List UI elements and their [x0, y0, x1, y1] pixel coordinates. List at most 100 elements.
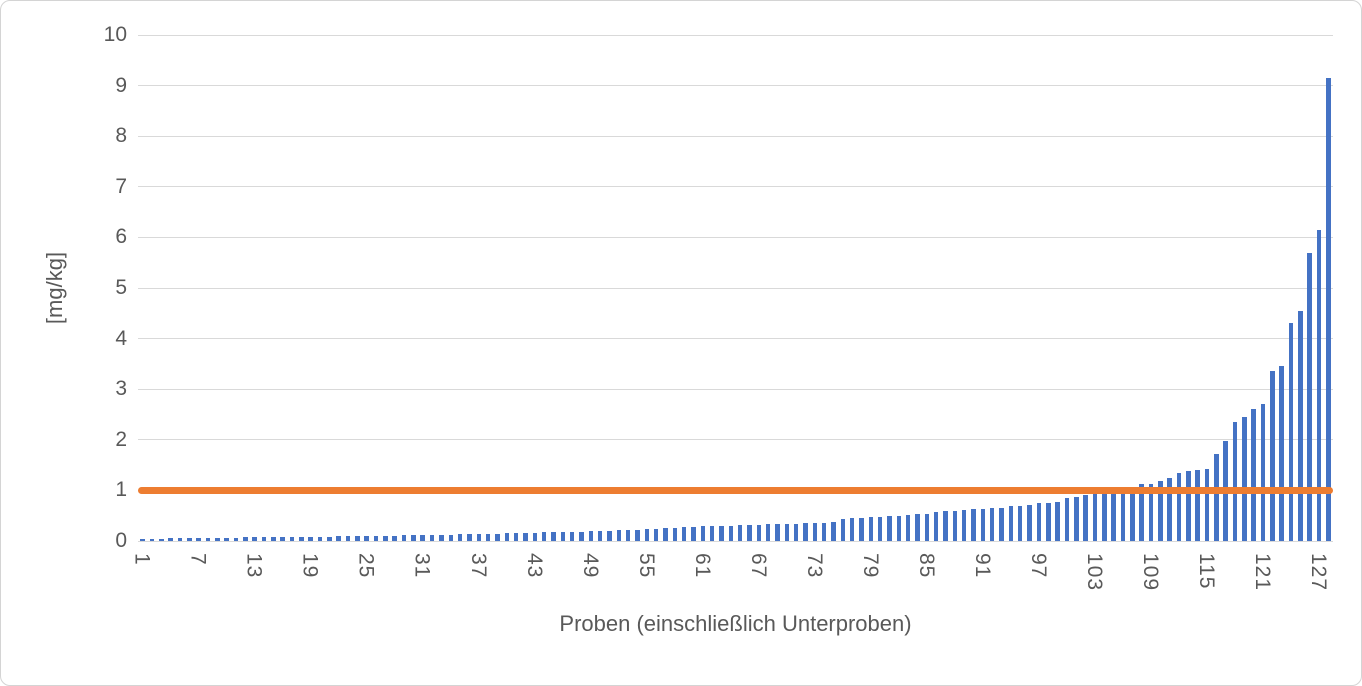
bar — [1074, 496, 1079, 541]
y-axis-tick-label: 6 — [115, 225, 127, 249]
y-axis-tick-label: 3 — [115, 377, 127, 401]
gridline — [138, 236, 1333, 238]
bar — [821, 522, 827, 541]
bar — [980, 508, 986, 541]
bar — [644, 529, 650, 541]
x-axis-tick-label: 19 — [298, 553, 322, 579]
bar — [280, 537, 285, 541]
bar — [887, 516, 892, 541]
bar — [523, 532, 528, 541]
bar — [1111, 490, 1116, 541]
bar — [952, 510, 958, 541]
bar — [504, 533, 510, 541]
y-axis-tick-label: 8 — [115, 124, 127, 148]
bar — [1055, 501, 1060, 541]
bar — [233, 537, 239, 541]
reference-line — [138, 486, 1333, 494]
x-axis-tick-label: 25 — [354, 553, 378, 579]
bar — [793, 523, 799, 541]
bar — [299, 536, 304, 541]
bar — [1139, 484, 1144, 541]
bar — [1186, 471, 1191, 541]
bar — [513, 533, 519, 541]
bar — [364, 536, 369, 541]
x-axis-tick-label: 67 — [746, 553, 770, 579]
bar — [289, 536, 295, 541]
bar — [681, 527, 687, 541]
bar — [765, 524, 771, 541]
bar — [1260, 404, 1266, 541]
x-axis-tick-label: 127 — [1306, 553, 1330, 592]
bar — [915, 514, 920, 541]
bar — [159, 538, 164, 541]
gridline — [138, 388, 1333, 390]
bar — [205, 537, 211, 541]
bar — [1298, 310, 1303, 541]
x-axis-tick-label: 7 — [186, 553, 210, 566]
bar — [1130, 486, 1135, 541]
bar — [149, 538, 155, 541]
bar — [691, 526, 696, 541]
bar — [943, 511, 948, 541]
bar — [859, 517, 864, 541]
bar — [551, 532, 556, 541]
bar — [616, 530, 622, 541]
bar — [831, 521, 836, 541]
x-axis-tick-label: 37 — [466, 553, 490, 579]
bar — [467, 534, 472, 541]
gridline — [138, 439, 1333, 441]
bar — [737, 525, 743, 541]
bar — [672, 527, 678, 541]
y-axis-tick-label: 0 — [115, 529, 127, 552]
gridline — [138, 135, 1333, 137]
bar — [1064, 497, 1070, 541]
bar — [261, 537, 267, 541]
y-axis-tick-label: 1 — [115, 478, 127, 502]
y-axis-tick-label: 7 — [115, 174, 127, 198]
bar — [1242, 417, 1247, 541]
bar — [775, 524, 780, 541]
bar — [588, 531, 594, 541]
bar — [597, 531, 603, 541]
bar — [308, 536, 313, 541]
bar — [999, 507, 1004, 541]
bar — [1270, 371, 1275, 541]
bar — [392, 535, 397, 541]
bar — [700, 526, 706, 541]
bar — [933, 512, 939, 541]
gridline — [138, 34, 1333, 36]
bar — [252, 537, 257, 541]
x-axis-tick-label: 13 — [242, 553, 266, 579]
bar — [336, 536, 341, 541]
bar — [317, 536, 323, 541]
bar — [243, 537, 248, 541]
bar — [1288, 323, 1294, 541]
bar — [784, 523, 790, 541]
bar — [215, 537, 220, 541]
bar — [1017, 505, 1023, 541]
bar — [868, 517, 874, 541]
bar — [345, 536, 351, 541]
bar — [1195, 470, 1200, 541]
x-axis-title: Proben (einschließlich Unterproben) — [559, 611, 912, 636]
x-axis-tick-label: 55 — [634, 553, 658, 579]
bar — [271, 537, 276, 541]
x-axis-tick-label: 121 — [1250, 553, 1274, 592]
gridline — [138, 287, 1333, 289]
bar — [1326, 78, 1331, 541]
bar — [177, 538, 183, 541]
bar — [579, 531, 584, 541]
bar — [1167, 478, 1172, 541]
bar — [569, 531, 575, 541]
bar — [849, 518, 855, 541]
bar — [1102, 491, 1107, 541]
bar — [1027, 504, 1032, 541]
bar — [1046, 502, 1051, 541]
bar — [877, 516, 883, 541]
bar — [457, 534, 463, 541]
bar — [448, 534, 453, 541]
bar — [168, 538, 173, 541]
bar — [401, 535, 407, 541]
y-axis-tick-label: 9 — [115, 73, 127, 97]
bar — [541, 532, 547, 541]
